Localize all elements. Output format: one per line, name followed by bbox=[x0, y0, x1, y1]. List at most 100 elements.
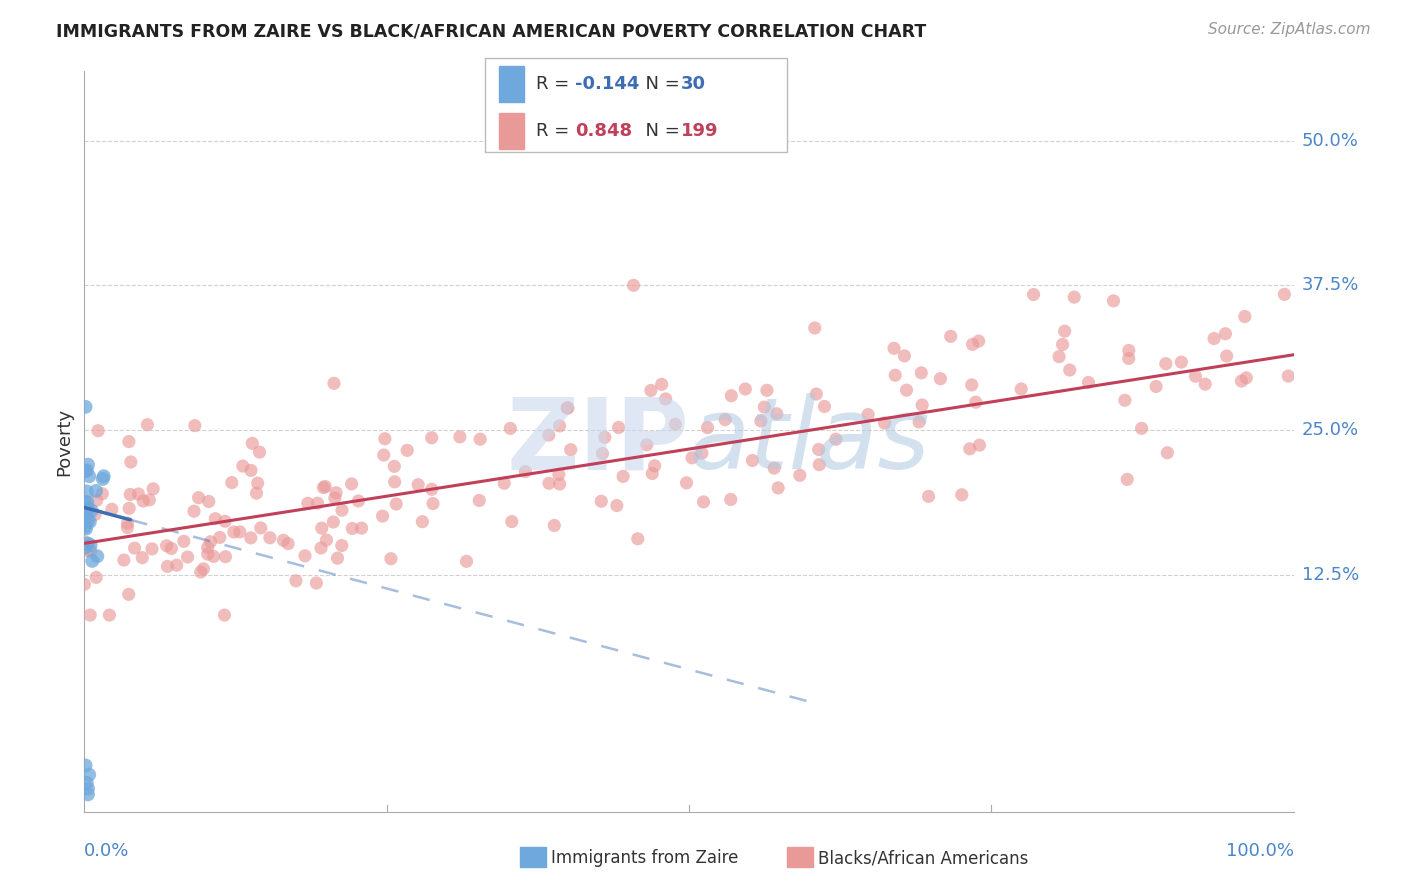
Point bbox=[221, 475, 243, 490]
Point bbox=[127, 487, 149, 501]
Point bbox=[239, 463, 262, 477]
Point bbox=[411, 515, 433, 529]
Point bbox=[969, 438, 991, 452]
Point bbox=[856, 408, 879, 422]
Point bbox=[118, 434, 141, 449]
Point bbox=[893, 349, 915, 363]
Point bbox=[1230, 374, 1253, 388]
Point bbox=[84, 483, 107, 498]
Point bbox=[965, 395, 987, 409]
Point bbox=[273, 533, 295, 548]
Point bbox=[75, 535, 97, 549]
Point bbox=[330, 539, 353, 553]
Point bbox=[297, 496, 319, 510]
Point bbox=[1277, 369, 1299, 384]
Point bbox=[896, 383, 918, 397]
Point bbox=[240, 436, 263, 450]
Point bbox=[76, 463, 98, 477]
Point bbox=[214, 608, 236, 623]
Point bbox=[555, 401, 578, 415]
Point bbox=[384, 475, 406, 489]
Point bbox=[714, 412, 737, 426]
Point bbox=[79, 608, 101, 623]
Point bbox=[929, 372, 952, 386]
Point bbox=[644, 458, 666, 473]
Point bbox=[1202, 332, 1225, 346]
Point bbox=[77, 458, 100, 472]
Point bbox=[232, 459, 254, 474]
Point bbox=[720, 389, 742, 403]
Point bbox=[808, 458, 831, 472]
Point bbox=[690, 446, 713, 460]
Point bbox=[202, 549, 225, 564]
Point bbox=[239, 531, 262, 545]
Point bbox=[959, 442, 981, 456]
Point bbox=[763, 461, 786, 475]
Point bbox=[1154, 357, 1177, 371]
Point bbox=[911, 398, 934, 412]
Point bbox=[692, 495, 714, 509]
Text: ZIP: ZIP bbox=[506, 393, 689, 490]
Point bbox=[789, 468, 811, 483]
Text: 50.0%: 50.0% bbox=[1302, 132, 1358, 150]
Point bbox=[1215, 349, 1237, 363]
Point bbox=[515, 465, 537, 479]
Point bbox=[76, 495, 98, 509]
Point bbox=[560, 442, 582, 457]
Point bbox=[86, 549, 108, 564]
Point bbox=[112, 553, 135, 567]
Point bbox=[80, 544, 103, 558]
Point bbox=[681, 450, 703, 465]
Point bbox=[470, 432, 492, 446]
Point bbox=[612, 469, 634, 483]
Point bbox=[330, 503, 353, 517]
Point bbox=[156, 559, 179, 574]
Point bbox=[120, 487, 142, 501]
Point bbox=[654, 392, 676, 406]
Point bbox=[960, 378, 983, 392]
Point bbox=[309, 541, 332, 555]
Point bbox=[547, 467, 569, 482]
Point bbox=[79, 538, 101, 552]
Point bbox=[1144, 379, 1167, 393]
Point bbox=[160, 541, 183, 556]
Point bbox=[214, 549, 236, 564]
Point bbox=[77, 469, 100, 483]
Text: R =: R = bbox=[536, 122, 575, 140]
Point bbox=[1170, 355, 1192, 369]
Point bbox=[75, 541, 97, 555]
Point bbox=[420, 431, 443, 445]
Point bbox=[322, 515, 344, 529]
Point bbox=[967, 334, 990, 348]
Point bbox=[249, 445, 271, 459]
Point bbox=[75, 400, 97, 414]
Point bbox=[494, 476, 516, 491]
Point bbox=[548, 418, 571, 433]
Point bbox=[93, 469, 115, 483]
Text: 12.5%: 12.5% bbox=[1302, 566, 1360, 583]
Point bbox=[142, 482, 165, 496]
Point bbox=[200, 534, 222, 549]
Point bbox=[347, 494, 370, 508]
Text: Source: ZipAtlas.com: Source: ZipAtlas.com bbox=[1208, 22, 1371, 37]
Text: -0.144: -0.144 bbox=[575, 75, 640, 93]
Point bbox=[101, 502, 124, 516]
Point bbox=[883, 341, 905, 355]
Point bbox=[79, 515, 101, 529]
Point bbox=[910, 366, 932, 380]
Point bbox=[1010, 382, 1032, 396]
Point bbox=[305, 576, 328, 591]
Point bbox=[77, 767, 100, 781]
Point bbox=[294, 549, 316, 563]
Point bbox=[696, 420, 718, 434]
Point bbox=[468, 493, 491, 508]
Text: 30: 30 bbox=[681, 75, 706, 93]
Point bbox=[382, 459, 405, 474]
Point bbox=[754, 400, 776, 414]
Point bbox=[1047, 350, 1070, 364]
Point bbox=[284, 574, 307, 588]
Point bbox=[323, 376, 346, 391]
Point bbox=[84, 508, 107, 522]
Point bbox=[1118, 351, 1140, 366]
Point bbox=[118, 587, 141, 601]
